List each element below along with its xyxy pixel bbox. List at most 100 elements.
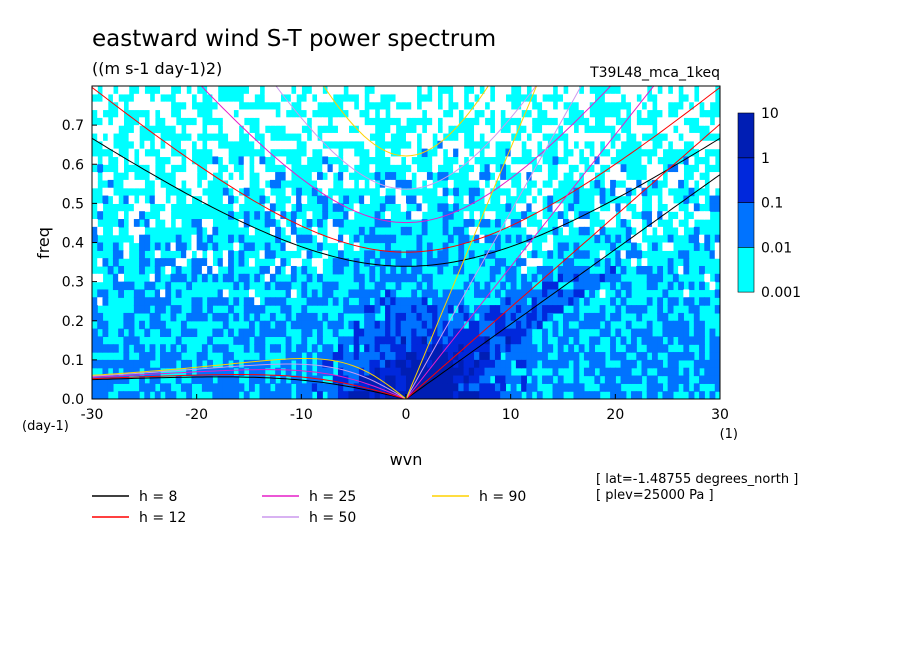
power-cell — [254, 164, 261, 173]
power-cell — [505, 109, 512, 118]
power-cell — [364, 352, 370, 361]
power-cell — [170, 195, 177, 204]
power-cell — [107, 344, 114, 353]
power-cell — [112, 281, 119, 291]
power-cell — [390, 305, 397, 314]
power-cell — [160, 344, 166, 353]
power-cell — [379, 336, 386, 345]
power-cell — [385, 258, 391, 267]
power-cell — [97, 211, 104, 220]
power-cell — [301, 195, 308, 204]
power-cell — [128, 101, 135, 111]
power-cell — [406, 86, 412, 95]
power-cell — [259, 391, 266, 399]
power-cell — [149, 109, 156, 118]
power-cell — [97, 320, 104, 330]
power-cell — [699, 117, 705, 126]
power-cell — [400, 226, 407, 236]
power-cell — [699, 336, 705, 345]
power-cell — [531, 132, 538, 142]
power-cell — [636, 312, 643, 322]
power-cell — [442, 250, 449, 259]
power-cell — [301, 265, 308, 275]
power-cell — [149, 312, 156, 322]
power-cell — [442, 297, 449, 306]
power-cell — [139, 305, 145, 314]
power-cell — [667, 265, 674, 275]
power-cell — [531, 226, 538, 236]
power-cell — [406, 258, 412, 267]
power-cell — [610, 93, 616, 103]
power-cell — [500, 375, 507, 384]
power-cell — [505, 367, 512, 377]
power-cell — [269, 391, 276, 399]
power-cell — [515, 352, 522, 361]
power-cell — [149, 297, 156, 306]
power-cell — [249, 297, 255, 306]
power-cell — [667, 132, 674, 142]
power-cell — [97, 336, 104, 345]
power-cell — [327, 383, 334, 392]
power-cell — [453, 391, 459, 399]
power-cell — [212, 226, 219, 236]
power-cell — [118, 281, 124, 291]
power-cell — [662, 101, 669, 111]
power-cell — [631, 336, 637, 345]
power-cell — [249, 305, 255, 314]
power-cell — [573, 172, 580, 181]
power-cell — [364, 250, 370, 259]
power-cell — [500, 132, 507, 142]
power-cell — [385, 273, 391, 283]
power-cell — [531, 289, 538, 298]
power-cell — [578, 132, 585, 142]
power-cell — [385, 312, 391, 322]
power-cell — [222, 187, 229, 197]
power-cell — [290, 211, 297, 220]
power-cell — [411, 383, 418, 392]
power-cell — [568, 273, 575, 283]
power-cell — [275, 234, 281, 244]
power-cell — [343, 258, 350, 267]
power-cell — [400, 320, 407, 330]
power-cell — [390, 250, 397, 259]
power-cell — [92, 344, 98, 353]
power-cell — [714, 195, 720, 204]
power-cell — [547, 250, 554, 259]
power-cell — [348, 117, 355, 126]
power-cell — [165, 328, 172, 338]
power-cell — [468, 375, 475, 384]
power-cell — [102, 258, 109, 267]
power-cell — [505, 391, 512, 399]
power-cell — [275, 226, 281, 236]
power-cell — [154, 258, 161, 267]
power-cell — [364, 320, 370, 330]
power-cell — [285, 367, 292, 377]
power-cell — [406, 156, 412, 165]
power-cell — [139, 289, 145, 298]
power-cell — [275, 156, 281, 165]
power-cell — [411, 148, 418, 158]
power-cell — [180, 359, 187, 369]
power-cell — [521, 172, 527, 181]
power-cell — [196, 219, 203, 228]
power-cell — [667, 125, 674, 134]
power-cell — [102, 117, 109, 126]
power-cell — [631, 359, 637, 369]
power-cell — [102, 187, 109, 197]
power-cell — [678, 117, 684, 126]
power-cell — [139, 375, 145, 384]
power-cell — [102, 172, 109, 181]
power-cell — [693, 312, 700, 322]
power-cell — [165, 359, 172, 369]
power-cell — [447, 179, 454, 189]
power-cell — [92, 219, 98, 228]
power-cell — [421, 312, 428, 322]
power-cell — [563, 320, 569, 330]
power-cell — [233, 391, 240, 399]
power-cell — [133, 344, 140, 353]
power-cell — [651, 195, 658, 204]
power-cell — [385, 250, 391, 259]
power-cell — [604, 234, 611, 244]
power-cell — [285, 344, 292, 353]
power-cell — [390, 234, 397, 244]
